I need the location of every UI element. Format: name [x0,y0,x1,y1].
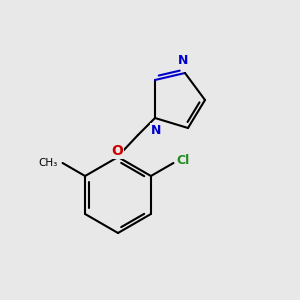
Text: O: O [111,144,123,158]
Text: CH₃: CH₃ [38,158,58,168]
Text: N: N [178,54,188,67]
Text: Cl: Cl [176,154,190,167]
Text: N: N [151,124,161,137]
